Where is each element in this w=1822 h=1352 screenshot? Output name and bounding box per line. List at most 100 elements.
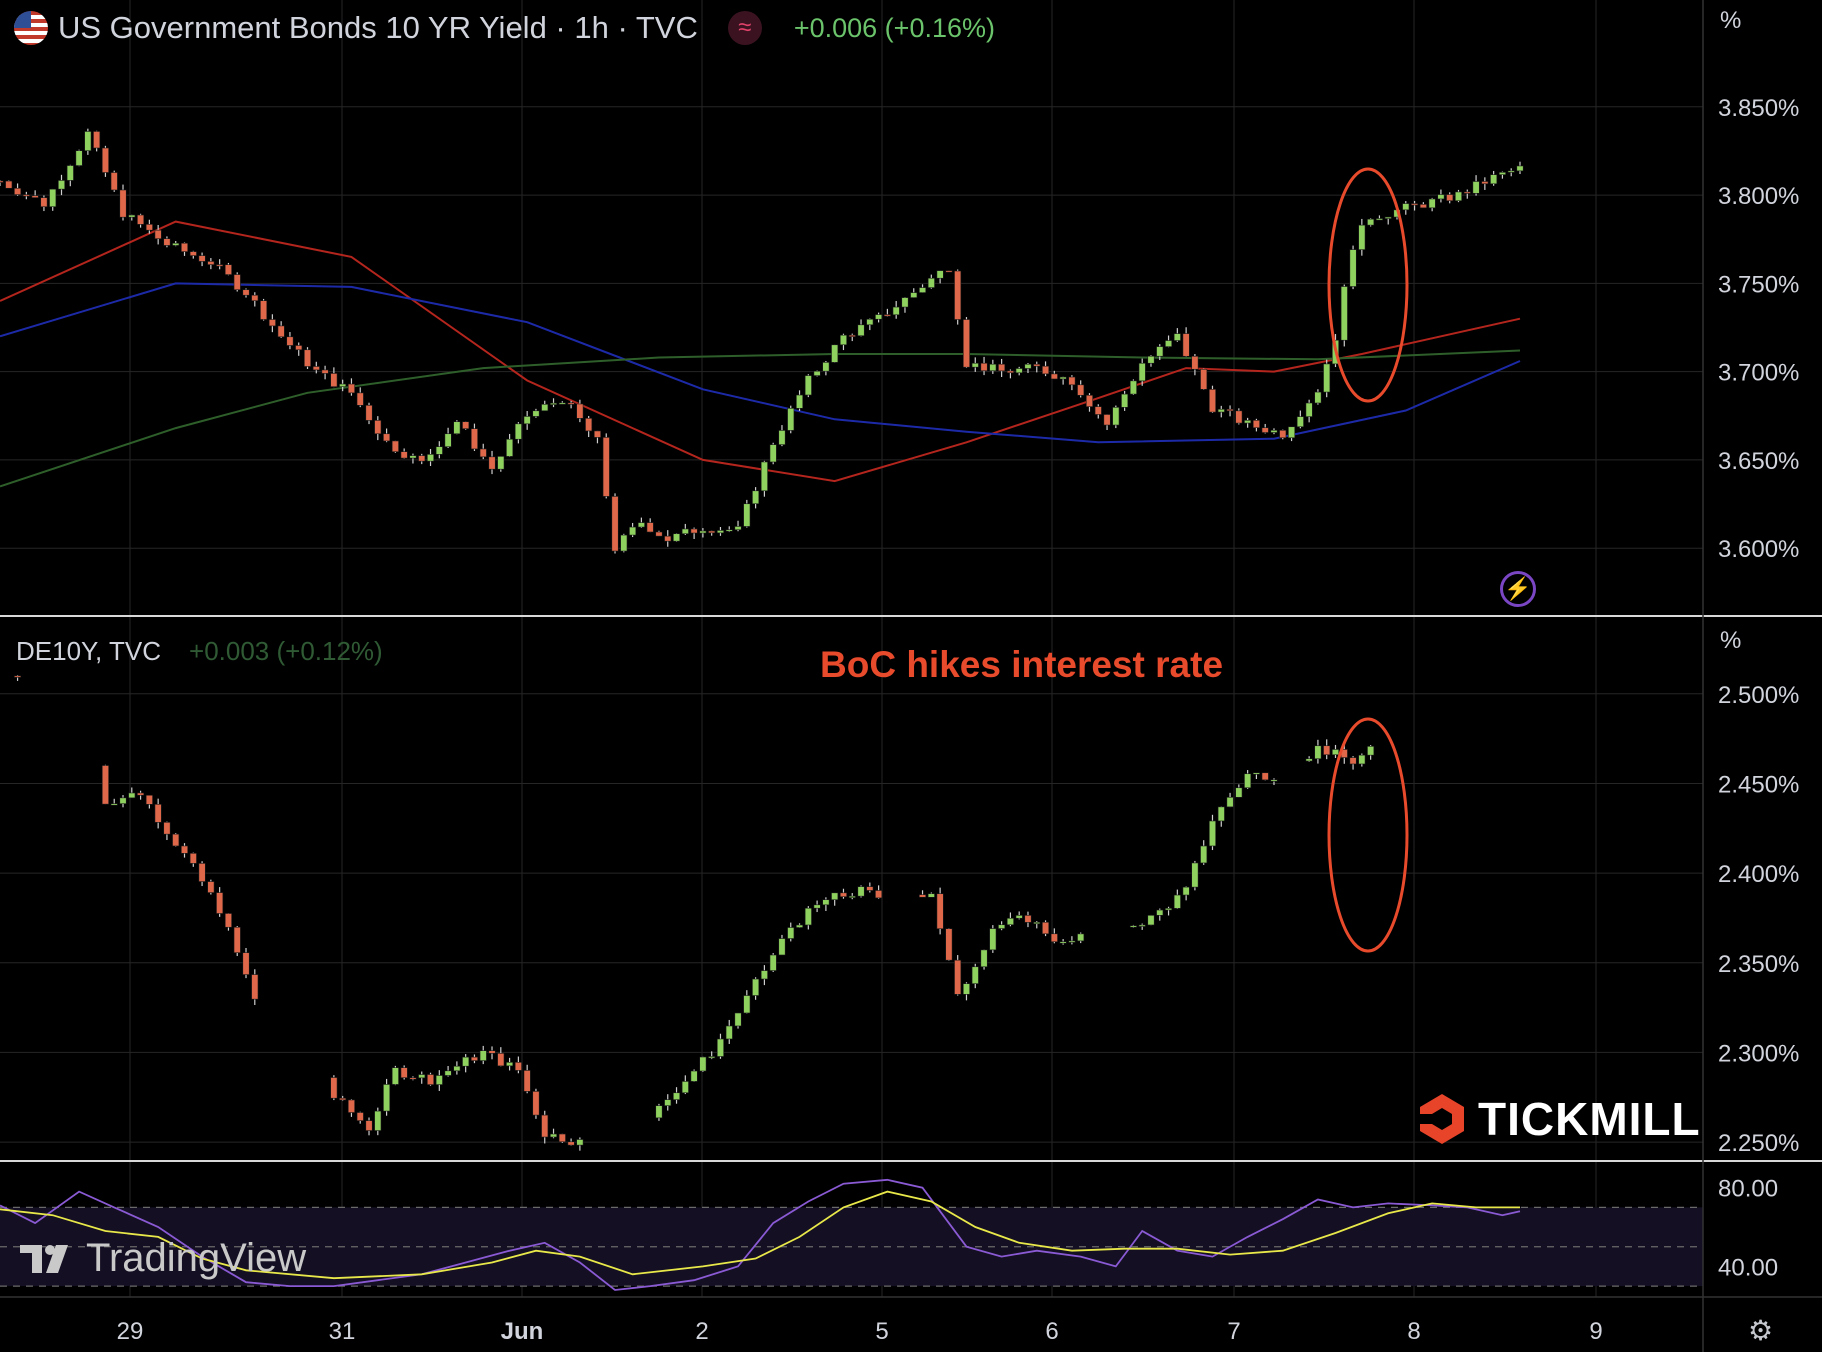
candle-body — [154, 229, 162, 239]
candle-body — [1270, 779, 1278, 782]
candle-body — [664, 535, 672, 542]
candle-body — [681, 1081, 689, 1094]
candle-body — [1182, 333, 1190, 357]
candle-body — [330, 373, 338, 387]
candle-body — [1226, 796, 1234, 808]
candle-body — [304, 349, 312, 367]
candle-body — [154, 804, 162, 823]
candle-body — [655, 531, 663, 537]
candle-body — [181, 242, 189, 252]
candle-body — [831, 892, 839, 901]
candle-body — [532, 1091, 540, 1116]
candle-body — [470, 428, 478, 450]
candle-body — [910, 292, 918, 298]
lightning-icon[interactable]: ⚡ — [1500, 571, 1536, 607]
candle-body — [927, 893, 935, 898]
candle-body — [804, 907, 812, 926]
candle-body — [787, 927, 795, 939]
symbol-title[interactable]: US Government Bonds 10 YR Yield · 1h · T… — [58, 10, 698, 45]
candle-body — [1349, 249, 1357, 287]
candle-body — [1358, 224, 1366, 250]
candle-body — [927, 277, 935, 288]
candle-body — [497, 456, 505, 470]
candle-body — [128, 214, 136, 218]
candle-body — [743, 503, 751, 527]
tickmill-mark-icon — [1418, 1094, 1464, 1144]
de10y-title[interactable]: DE10Y, TVC — [16, 636, 162, 666]
candle-body — [1165, 340, 1173, 347]
candle-body — [848, 895, 856, 898]
candle-body — [5, 180, 13, 189]
candle-body — [101, 765, 109, 805]
candle-body — [224, 913, 232, 928]
candle-body — [497, 1053, 505, 1067]
wave-icon[interactable]: ≈ — [727, 11, 762, 45]
candle-body — [1112, 407, 1120, 426]
candle-body — [945, 270, 953, 273]
candle-body — [145, 224, 153, 231]
candle-body — [708, 1056, 716, 1059]
candle-body — [1314, 745, 1322, 760]
candle-body — [778, 938, 786, 956]
candle-body — [110, 172, 118, 191]
candle-body — [409, 455, 417, 459]
candle-body — [365, 1120, 373, 1131]
candle-body — [769, 444, 777, 463]
candle-body — [1208, 820, 1216, 847]
candle-body — [901, 297, 909, 308]
candle-body — [550, 1133, 558, 1138]
main-header: US Government Bonds 10 YR Yield · 1h · T… — [14, 10, 995, 46]
candle-body — [198, 255, 206, 262]
rsi-tick-label: 40.00 — [1718, 1254, 1778, 1281]
candle-body — [356, 392, 364, 406]
candle-body — [875, 890, 883, 899]
candle-body — [409, 1077, 417, 1080]
y-tick-label: 2.350% — [1718, 951, 1799, 978]
candle-body — [813, 904, 821, 909]
candle-body — [1244, 773, 1252, 789]
candle-body — [1182, 886, 1190, 896]
candle-body — [541, 403, 549, 412]
candle-body — [172, 833, 180, 847]
candle-body — [14, 675, 22, 678]
candle-body — [251, 974, 259, 1000]
candle-body — [260, 300, 268, 320]
candle-body — [919, 894, 927, 898]
candle-body — [1437, 194, 1445, 200]
candle-body — [936, 893, 944, 930]
candle-body — [813, 370, 821, 376]
candle-body — [506, 438, 514, 457]
candle-body — [40, 197, 48, 208]
candle-body — [1173, 333, 1181, 341]
settings-icon[interactable]: ⚙ — [1748, 1315, 1774, 1346]
candle-body — [1042, 921, 1050, 935]
candle-body — [1498, 172, 1506, 175]
candle-body — [145, 794, 153, 805]
candle-body — [1068, 940, 1076, 943]
candle-body — [576, 1139, 584, 1146]
candle-body — [1516, 165, 1524, 172]
candle-body — [242, 952, 250, 975]
candle-body — [1147, 355, 1155, 364]
candle-body — [444, 433, 452, 447]
candle-body — [866, 318, 874, 326]
candle-body — [857, 324, 865, 337]
candle-body — [1296, 416, 1304, 428]
candle-body — [1507, 170, 1515, 173]
candle-body — [1085, 394, 1093, 407]
candle-body — [558, 1133, 566, 1143]
candle-body — [752, 978, 760, 996]
candle-body — [453, 1065, 461, 1072]
candle-body — [725, 529, 733, 532]
candle-body — [391, 1067, 399, 1085]
candle-body — [822, 899, 830, 906]
candle-body — [523, 416, 531, 425]
candle-body — [119, 189, 127, 218]
candle-body — [1068, 376, 1076, 386]
candle-body — [1323, 745, 1331, 756]
candle-body — [804, 375, 812, 396]
de10y-header: DE10Y, TVC +0.003 (+0.12%) — [16, 636, 383, 667]
candle-body — [22, 194, 30, 197]
candle-body — [989, 928, 997, 951]
